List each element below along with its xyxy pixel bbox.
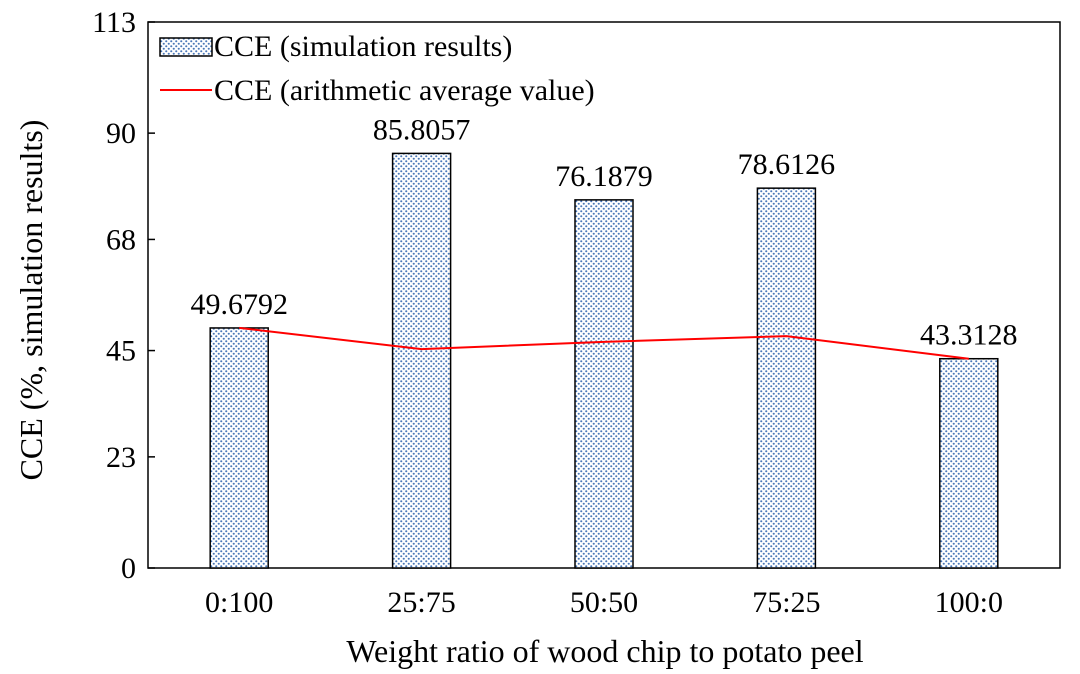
- y-axis-title: CCE (%, simulation results): [13, 120, 49, 481]
- x-tick-label: 0:100: [205, 586, 273, 619]
- x-tick-label: 25:75: [387, 586, 455, 619]
- x-tick-label: 75:25: [752, 586, 820, 619]
- data-labels: 49.6792 85.8057 76.1879 78.6126 43.3128: [190, 113, 1017, 351]
- y-tick-label: 23: [106, 441, 136, 474]
- y-tick-label: 0: [121, 552, 136, 585]
- y-tick-label: 90: [106, 117, 136, 150]
- data-label: 49.6792: [190, 288, 288, 321]
- average-line: [239, 326, 969, 360]
- x-tick-label: 50:50: [570, 586, 638, 619]
- x-tick-label: 100:0: [935, 586, 1003, 619]
- y-tick-label: 113: [92, 6, 136, 39]
- bar: [209, 327, 269, 569]
- legend-bar-label: CCE (simulation results): [214, 30, 512, 63]
- bar: [756, 187, 817, 569]
- y-tick-label: 45: [106, 335, 136, 368]
- legend-line-label: CCE (arithmetic average value): [214, 74, 595, 107]
- bar-series: [209, 152, 999, 569]
- y-tick-label: 68: [106, 223, 136, 256]
- legend-bar-swatch: [159, 37, 213, 57]
- bar: [574, 199, 634, 569]
- x-axis-title: Weight ratio of wood chip to potato peel: [346, 633, 863, 669]
- data-label: 76.1879: [555, 160, 653, 193]
- data-label: 43.3128: [920, 319, 1018, 352]
- x-axis: 0:100 25:75 50:50 75:25 100:0: [205, 586, 1003, 619]
- line-series: [239, 326, 969, 360]
- y-axis: 0 23 45 68 90 113: [92, 6, 155, 585]
- bar: [391, 152, 452, 569]
- data-label: 78.6126: [738, 148, 836, 181]
- legend: CCE (simulation results) CCE (arithmetic…: [159, 30, 595, 107]
- data-label: 85.8057: [373, 113, 471, 146]
- bar: [939, 357, 999, 569]
